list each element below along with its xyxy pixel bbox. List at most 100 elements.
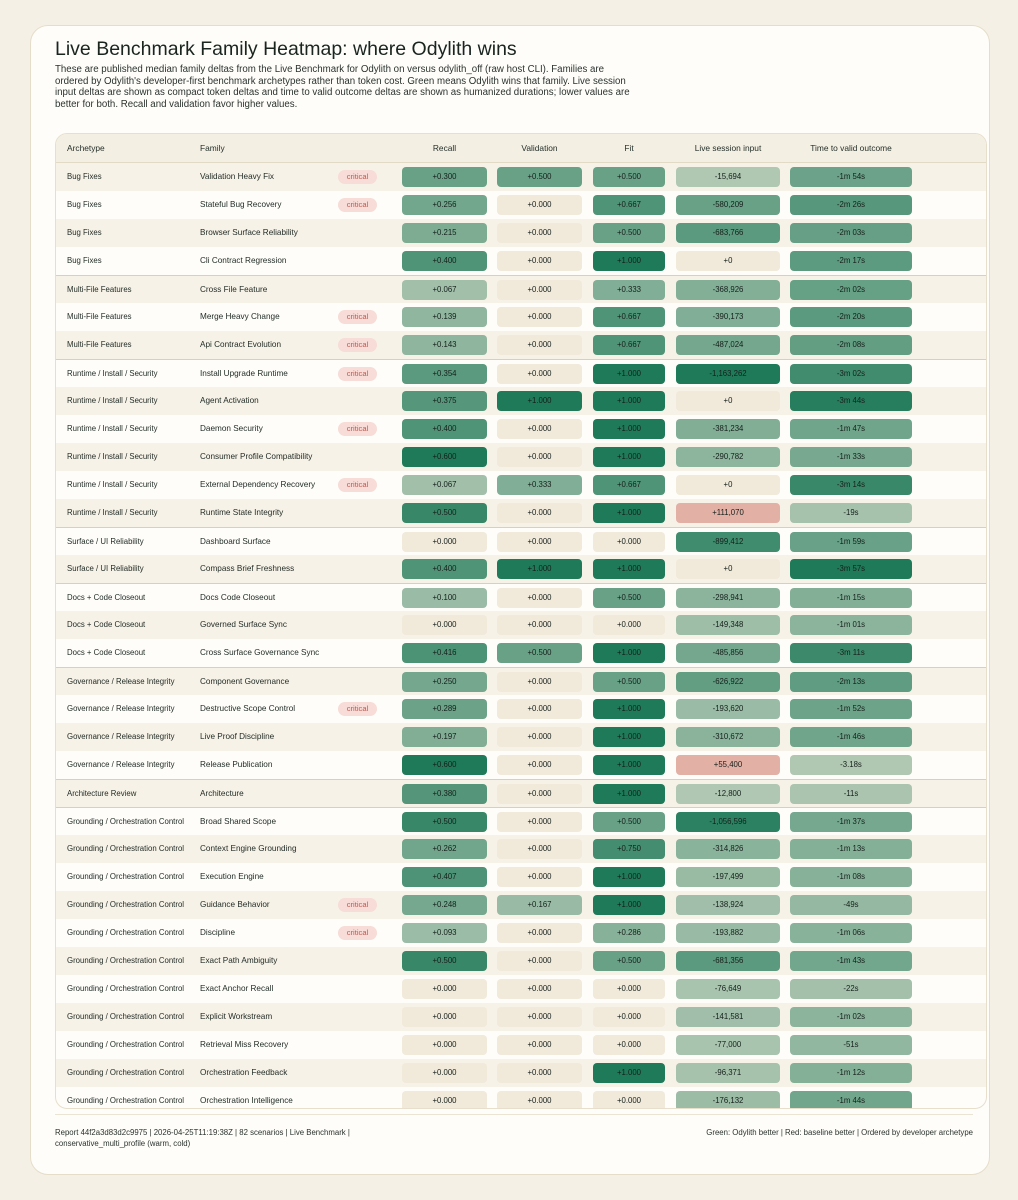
validation-heat-cell: +0.000 [497, 280, 582, 300]
family-cell: Install Upgrade Runtime [200, 369, 288, 378]
fit-heat-cell: +0.750 [593, 839, 665, 859]
archetype-cell: Bug Fixes [67, 172, 102, 181]
input-heat-cell: -899,412 [676, 532, 780, 552]
recall-heat-cell: +0.248 [402, 895, 487, 915]
time-heat-cell: -1m 06s [790, 923, 912, 943]
recall-heat-cell: +0.375 [402, 391, 487, 411]
recall-heat-cell: +0.400 [402, 419, 487, 439]
archetype-cell: Surface / UI Reliability [67, 537, 144, 546]
validation-heat-cell: +0.000 [497, 923, 582, 943]
recall-heat-cell: +0.262 [402, 839, 487, 859]
table-row: Grounding / Orchestration Control Retriev… [56, 1031, 986, 1059]
family-cell: Cross File Feature [200, 285, 268, 294]
table-row: Bug Fixes Stateful Bug Recovery critical +0… [56, 191, 986, 219]
table-row: Governance / Release Integrity Component … [56, 667, 986, 695]
recall-heat-cell: +0.197 [402, 727, 487, 747]
table-row: Bug Fixes Browser Surface Reliability +0.2… [56, 219, 986, 247]
fit-heat-cell: +0.500 [593, 672, 665, 692]
recall-heat-cell: +0.600 [402, 447, 487, 467]
fit-heat-cell: +0.286 [593, 923, 665, 943]
archetype-cell: Grounding / Orchestration Control [67, 956, 185, 965]
recall-heat-cell: +0.400 [402, 251, 487, 271]
header-archetype: Archetype [67, 143, 105, 153]
archetype-cell: Runtime / Install / Security [67, 480, 158, 489]
table-row: Grounding / Orchestration Control Broad S… [56, 807, 986, 835]
fit-heat-cell: +1.000 [593, 727, 665, 747]
family-cell: Daemon Security [200, 424, 263, 433]
input-heat-cell: +0 [676, 251, 780, 271]
validation-heat-cell: +0.000 [497, 1035, 582, 1055]
validation-heat-cell: +0.000 [497, 867, 582, 887]
archetype-cell: Runtime / Install / Security [67, 452, 158, 461]
header-family: Family [200, 143, 225, 153]
archetype-cell: Governance / Release Integrity [67, 677, 175, 686]
table-row: Grounding / Orchestration Control Guidanc… [56, 891, 986, 919]
recall-heat-cell: +0.289 [402, 699, 487, 719]
input-heat-cell: -290,782 [676, 447, 780, 467]
fit-heat-cell: +0.500 [593, 223, 665, 243]
fit-heat-cell: +0.500 [593, 951, 665, 971]
validation-heat-cell: +0.000 [497, 1091, 582, 1108]
input-heat-cell: -77,000 [676, 1035, 780, 1055]
header-fit: Fit [624, 143, 634, 153]
recall-heat-cell: +0.215 [402, 223, 487, 243]
validation-heat-cell: +0.000 [497, 979, 582, 999]
validation-heat-cell: +0.000 [497, 532, 582, 552]
input-heat-cell: -15,694 [676, 167, 780, 187]
recall-heat-cell: +0.143 [402, 335, 487, 355]
fit-heat-cell: +1.000 [593, 447, 665, 467]
validation-heat-cell: +0.000 [497, 839, 582, 859]
time-heat-cell: -1m 47s [790, 419, 912, 439]
family-cell: Explicit Workstream [200, 1012, 273, 1021]
family-cell: Discipline [200, 928, 236, 937]
critical-badge: critical [338, 338, 377, 352]
table-row: Grounding / Orchestration Control Exact P… [56, 947, 986, 975]
critical-badge: critical [338, 926, 377, 940]
time-heat-cell: -1m 59s [790, 532, 912, 552]
table-row: Multi-File Features Cross File Feature +0.… [56, 275, 986, 303]
validation-heat-cell: +0.000 [497, 588, 582, 608]
input-heat-cell: -193,882 [676, 923, 780, 943]
time-heat-cell: -2m 17s [790, 251, 912, 271]
time-heat-cell: -22s [790, 979, 912, 999]
time-heat-cell: -49s [790, 895, 912, 915]
time-heat-cell: -51s [790, 1035, 912, 1055]
validation-heat-cell: +0.000 [497, 755, 582, 775]
archetype-cell: Multi-File Features [67, 312, 132, 321]
fit-heat-cell: +0.667 [593, 307, 665, 327]
table-row: Bug Fixes Validation Heavy Fix critical +0.… [56, 163, 986, 191]
recall-heat-cell: +0.500 [402, 812, 487, 832]
time-heat-cell: -1m 52s [790, 699, 912, 719]
archetype-cell: Grounding / Orchestration Control [67, 928, 185, 937]
family-cell: Consumer Profile Compatibility [200, 452, 313, 461]
fit-heat-cell: +1.000 [593, 391, 665, 411]
archetype-cell: Grounding / Orchestration Control [67, 1068, 185, 1077]
archetype-cell: Docs + Code Closeout [67, 593, 146, 602]
archetype-cell: Runtime / Install / Security [67, 508, 158, 517]
family-cell: Runtime State Integrity [200, 508, 284, 517]
table-row: Governance / Release Integrity Release Pu… [56, 751, 986, 779]
validation-heat-cell: +0.000 [497, 812, 582, 832]
table-row: Grounding / Orchestration Control Orchest… [56, 1087, 986, 1108]
time-heat-cell: -1m 13s [790, 839, 912, 859]
archetype-cell: Grounding / Orchestration Control [67, 817, 185, 826]
header-validation: Validation [521, 143, 558, 153]
critical-badge: critical [338, 898, 377, 912]
table-row: Runtime / Install / Security Install Upgr… [56, 359, 986, 387]
input-heat-cell: -1,163,262 [676, 364, 780, 384]
time-heat-cell: -2m 08s [790, 335, 912, 355]
fit-heat-cell: +1.000 [593, 755, 665, 775]
validation-heat-cell: +0.000 [497, 364, 582, 384]
family-cell: Destructive Scope Control [200, 704, 296, 713]
validation-heat-cell: +0.000 [497, 195, 582, 215]
time-heat-cell: -3m 57s [790, 559, 912, 579]
input-heat-cell: -485,856 [676, 643, 780, 663]
validation-heat-cell: +0.000 [497, 419, 582, 439]
validation-heat-cell: +0.000 [497, 1007, 582, 1027]
time-heat-cell: -2m 20s [790, 307, 912, 327]
header-live-session-input: Live session input [694, 143, 762, 153]
archetype-cell: Runtime / Install / Security [67, 424, 158, 433]
family-cell: Cli Contract Regression [200, 256, 287, 265]
validation-heat-cell: +0.500 [497, 167, 582, 187]
input-heat-cell: -626,922 [676, 672, 780, 692]
